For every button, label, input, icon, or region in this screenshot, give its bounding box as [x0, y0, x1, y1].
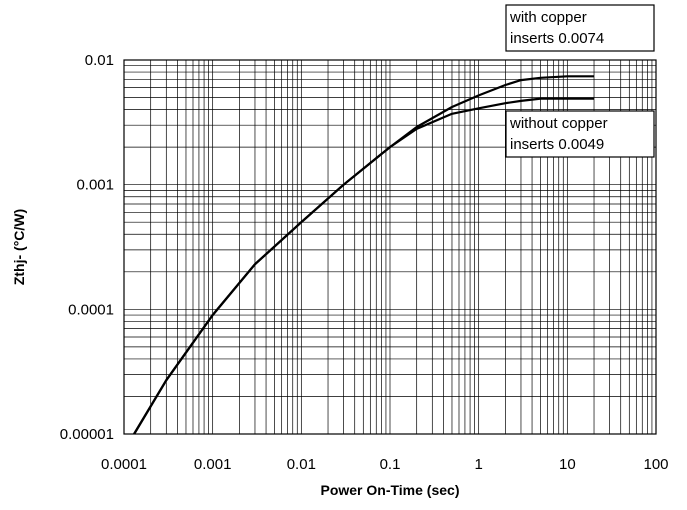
x-tick-label: 0.01 [287, 456, 316, 473]
y-tick-label: 0.0001 [68, 301, 114, 318]
y-axis-title: Zthj- (°C/W) [11, 209, 27, 285]
series-line-without-copper [133, 97, 594, 435]
x-axis-title: Power On-Time (sec) [320, 482, 459, 498]
callout-text-line: inserts 0.0049 [510, 136, 604, 153]
y-tick-labels: 0.00001 0.0001 0.001 0.01 [60, 52, 114, 443]
callout-box [505, 4, 655, 52]
x-tick-label: 100 [643, 456, 668, 473]
callout-without-copper: without copper inserts 0.0049 [505, 110, 655, 158]
series-callouts: with copper inserts 0.0074 without copper i… [505, 4, 655, 158]
y-tick-label: 0.001 [76, 177, 114, 194]
x-tick-labels: 0.0001 0.001 0.01 0.1 1 10 100 [101, 456, 668, 473]
series-layer [133, 75, 594, 435]
plot-area-border [123, 59, 657, 435]
callout-text-line: without copper [509, 115, 608, 132]
x-tick-label: 0.001 [194, 456, 232, 473]
x-tick-label: 0.0001 [101, 456, 147, 473]
y-tick-label: 0.01 [85, 52, 114, 69]
callout-box [505, 110, 655, 158]
x-tick-label: 10 [559, 456, 576, 473]
y-tick-label: 0.00001 [60, 426, 114, 443]
callout-text-line: inserts 0.0074 [510, 30, 604, 47]
callout-text-line: with copper [509, 9, 587, 26]
x-tick-label: 1 [474, 456, 482, 473]
callout-with-copper: with copper inserts 0.0074 [505, 4, 655, 52]
x-tick-label: 0.1 [380, 456, 401, 473]
